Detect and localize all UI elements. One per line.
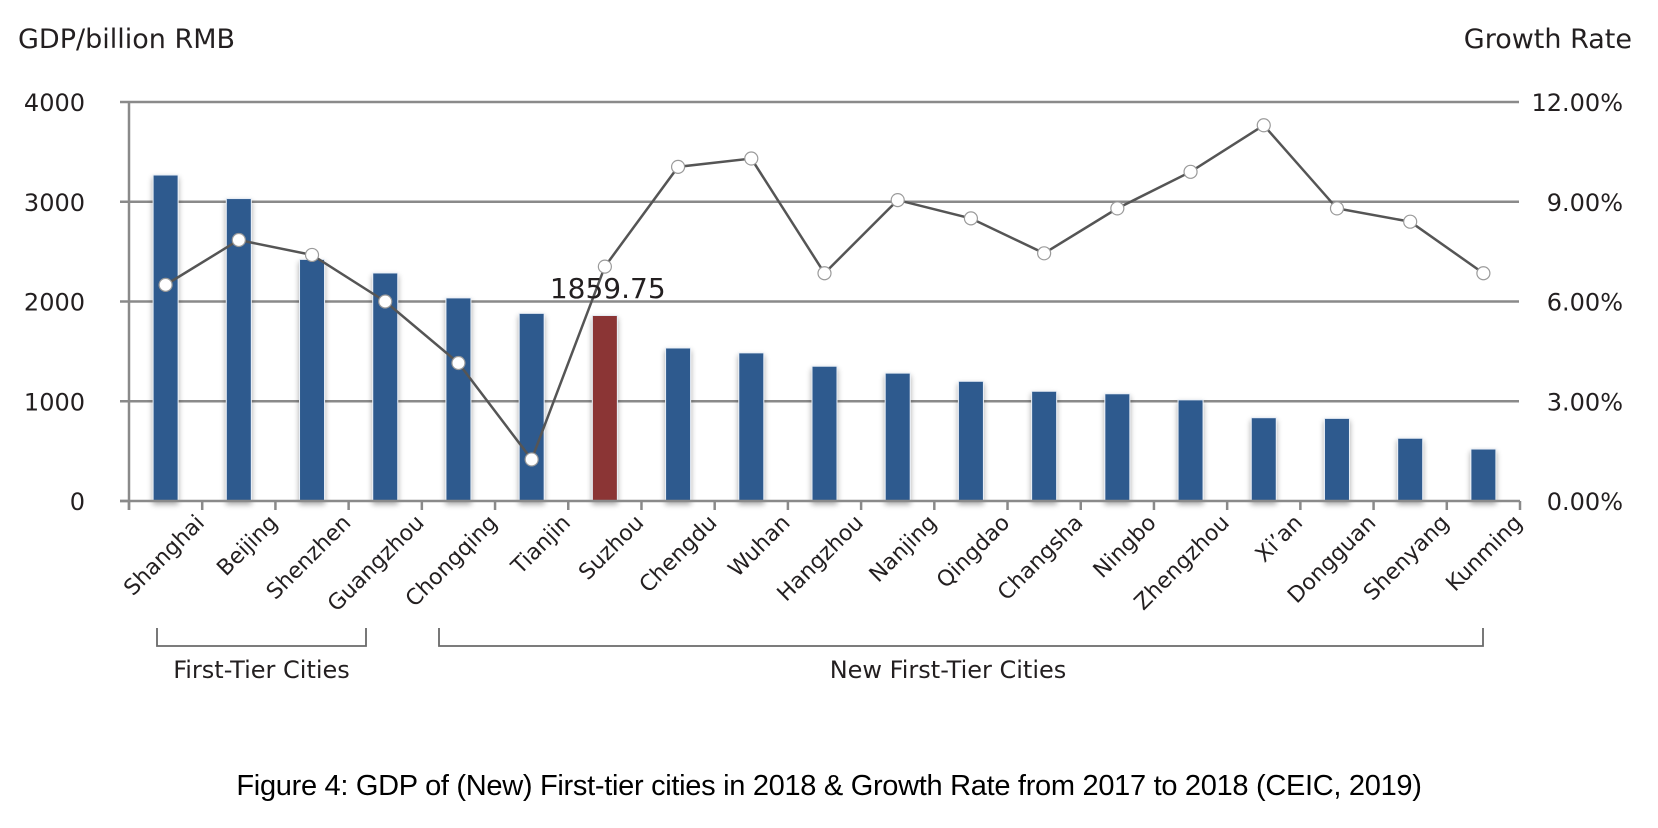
bar-ningbo [1104,393,1131,502]
growth-point-chengdu [670,159,686,174]
growth-point-nanjing [890,192,905,208]
group-bracket [156,628,367,647]
y-right-axis-title: Growth Rate [1464,24,1632,55]
group-bracket [438,628,1484,647]
x-tick-label: Shanghai [119,511,209,601]
growth-point-shanghai [158,277,173,292]
growth-point-suzhou [597,259,612,274]
x-tick-label: Tianjin [506,511,576,581]
gridlines [120,100,1519,403]
gdp-bars [152,174,1497,502]
x-tick-label: Wuhan [724,511,796,583]
bar-dongguan [1323,417,1350,502]
axes [120,102,1522,510]
x-tick-label: Suzhou [574,511,649,586]
annotations: 1859.75 [550,272,666,305]
growth-point-hangzhou [817,266,832,281]
bar-changsha [1031,390,1058,502]
growth-point-wuhan [744,151,759,166]
y-left-tick-label: 4000 [24,89,85,117]
bar-shenzhen [299,258,326,502]
growth-point-tianjin [524,452,539,467]
data-label-suzhou: 1859.75 [550,272,666,305]
bar-wuhan [738,352,765,502]
growth-point-shenyang [1403,214,1418,229]
y-right-tick-label: 9.00% [1547,189,1623,217]
growth-point-qingdao [963,211,979,226]
bar-shanghai [152,174,179,502]
growth-point-zhengzhou [1183,164,1198,179]
bar-qingdao [957,380,984,502]
bar-nanjing [884,372,911,502]
bar-tianjin [518,312,545,502]
growth-point-beijing [231,232,246,248]
group-brackets: First-Tier Cities New First-Tier Cities [156,628,1484,684]
x-tick-label: Kunming [1442,511,1528,597]
growth-point-xian [1256,118,1271,133]
y-left-tick-label: 0 [70,488,85,516]
y-left-tick-label: 3000 [24,189,85,217]
x-category-labels: Shanghai BeijingShenzhenGuangzhouChongqin… [119,511,1527,617]
y-left-ticks: 0 1000 2000 3000 4000 [24,89,85,516]
y-right-tick-label: 3.00% [1547,388,1623,416]
x-tick-label: Nanjing [865,511,942,588]
bar-chengdu [665,347,692,502]
bar-kunming [1470,448,1497,502]
growth-point-guangzhou [378,294,393,309]
bar-xian [1250,417,1277,502]
growth-point-changsha [1037,246,1052,261]
y-left-axis-title: GDP/billion RMB [18,24,235,55]
x-tick-label: Ningbo [1089,511,1162,584]
growth-point-ningbo [1110,201,1125,216]
y-left-tick-label: 2000 [24,289,85,317]
growth-point-dongguan [1329,201,1345,216]
x-tick-label: Beijing [212,511,283,582]
y-right-tick-label: 6.00% [1547,289,1623,317]
growth-rate-line [158,118,1491,467]
bar-zhengzhou [1177,399,1204,502]
group-label: First-Tier Cities [173,656,350,684]
bar-suzhou [591,314,618,502]
bar-shenyang [1397,437,1424,502]
growth-point-kunming [1476,266,1491,281]
growth-point-chongqing [451,355,466,371]
figure-caption: Figure 4: GDP of (New) First-tier cities… [236,770,1422,802]
growth-point-shenzhen [304,247,320,263]
bar-hangzhou [811,365,838,502]
x-tick-label: Xi’an [1251,511,1308,568]
x-tick-label: Chengdu [635,511,722,598]
group-label: New First-Tier Cities [830,656,1067,684]
bar-beijing [225,198,252,502]
y-left-tick-label: 1000 [24,388,85,416]
bar-chongqing [445,297,472,502]
y-right-tick-label: 0.00% [1547,488,1623,516]
y-right-ticks: 0.00% 3.00% 6.00% 9.00% 12.00% [1531,89,1623,516]
y-right-tick-label: 12.00% [1531,89,1623,117]
